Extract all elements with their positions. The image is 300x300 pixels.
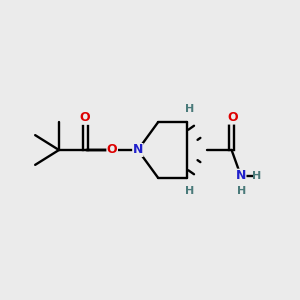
Text: H: H	[185, 104, 195, 114]
Text: N: N	[133, 143, 143, 157]
Text: H: H	[185, 186, 195, 196]
Text: N: N	[236, 169, 246, 182]
Text: O: O	[107, 143, 118, 157]
Text: O: O	[80, 111, 90, 124]
Text: H: H	[252, 171, 261, 181]
Text: O: O	[227, 111, 238, 124]
Text: H: H	[237, 185, 247, 196]
